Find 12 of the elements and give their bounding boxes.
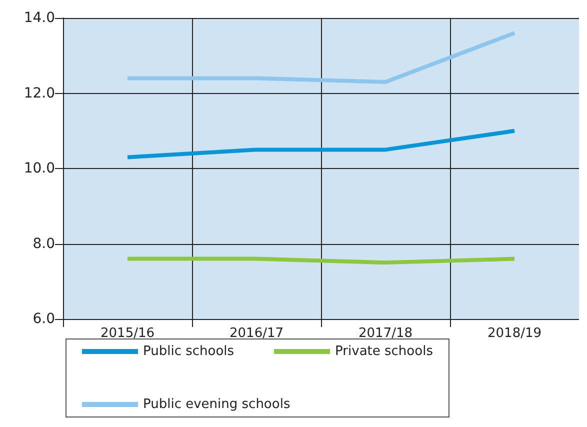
y-tick-label: 10.0: [24, 160, 55, 176]
y-tick-label: 14.0: [24, 10, 55, 26]
x-tick-label: 2018/19: [487, 326, 542, 341]
x-tick-label: 2015/16: [100, 326, 155, 341]
y-tick-label: 12.0: [24, 85, 55, 102]
legend-label: Public evening schools: [143, 397, 290, 412]
legend-label: Private schools: [335, 344, 434, 359]
legend-label: Public schools: [143, 344, 234, 359]
x-tick-label: 2016/17: [229, 326, 284, 341]
y-tick-label: 6.0: [32, 311, 55, 327]
x-tick-label: 2017/18: [358, 326, 413, 341]
y-tick-label: 8.0: [32, 236, 55, 252]
